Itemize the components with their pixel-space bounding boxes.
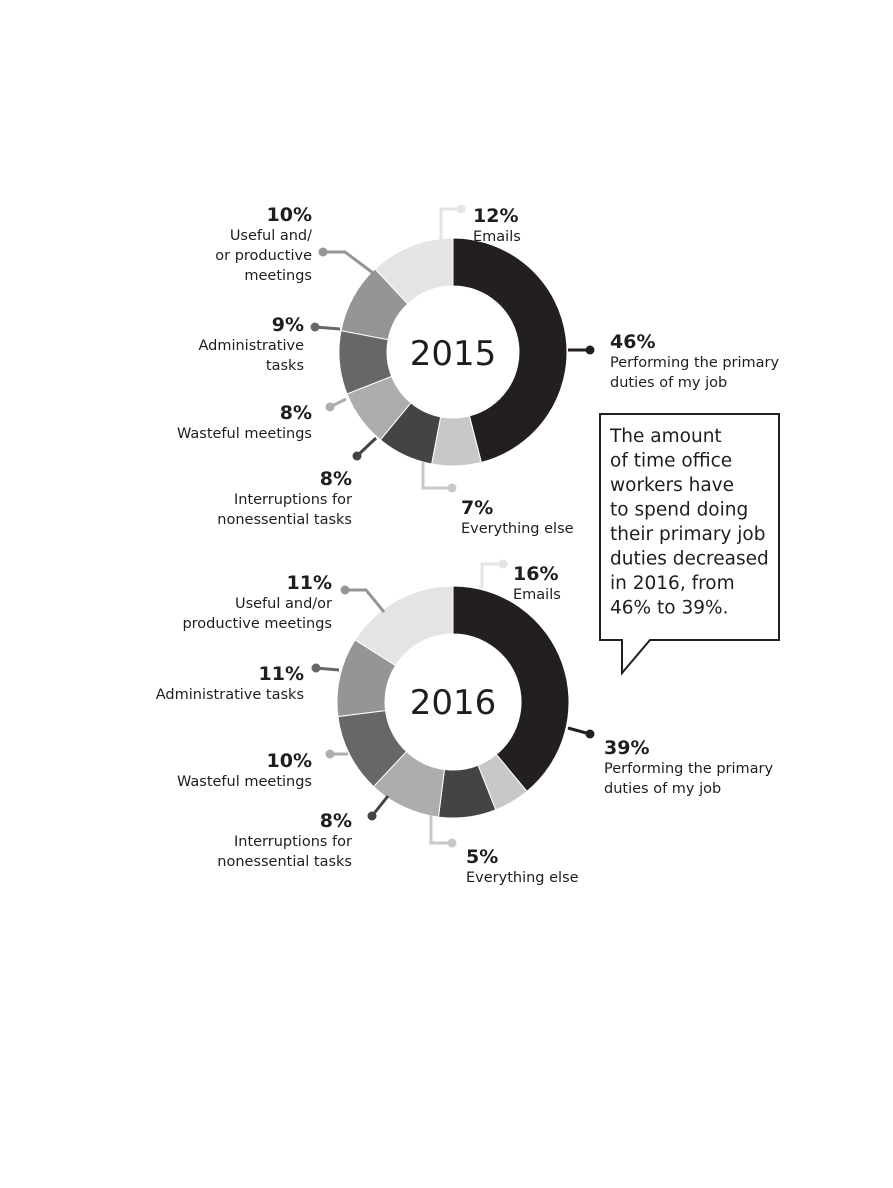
category-label: nonessential tasks — [217, 854, 352, 870]
slice-label-2015-2: 8% Interruptions for nonessential tasks — [217, 436, 378, 528]
donut-chart-2016: 2016 — [336, 585, 570, 819]
category-label: Administrative — [198, 338, 304, 354]
category-label: or productive — [215, 248, 312, 264]
slice-label-2016-2: 8% Interruptions for nonessential tasks — [217, 795, 390, 870]
slice-label-2016-0: 39% Performing the primary duties of my jo… — [567, 726, 774, 797]
slice-label-2016-1: 5% Everything else — [429, 815, 579, 886]
category-label: Useful and/or — [235, 596, 332, 612]
leader-line — [439, 207, 461, 240]
value-label: 8% — [280, 402, 312, 424]
slice-label-2016-4: 11% Administrative tasks — [156, 663, 340, 703]
leader-dot — [325, 402, 335, 412]
category-label: Performing the primary — [610, 355, 780, 371]
slice-2015-6 — [374, 237, 454, 305]
leader-dot — [318, 247, 328, 257]
leader-dot — [311, 663, 321, 673]
callout-box: The amount of time office workers have to s… — [599, 413, 780, 676]
value-label: 12% — [473, 205, 518, 227]
slice-label-2015-5: 10% Useful and/or productive meetings — [215, 204, 374, 284]
leader-dot — [498, 559, 508, 569]
slice-label-2016-6: 16% Emails — [480, 559, 561, 603]
category-label: Interruptions for — [234, 834, 352, 850]
slice-label-2015-3: 8% Wasteful meetings — [177, 397, 347, 442]
value-label: 7% — [461, 497, 493, 519]
value-label: 39% — [604, 737, 649, 759]
category-label: meetings — [244, 268, 312, 284]
value-label: 46% — [610, 331, 655, 353]
leader-dot — [340, 585, 350, 595]
leader-line — [421, 462, 452, 490]
slice-label-2015-1: 7% Everything else — [421, 462, 574, 537]
slice-labels: 46% Performing the primary duties of my jo… — [156, 204, 780, 886]
value-label: 10% — [267, 204, 312, 226]
leader-dot — [310, 322, 320, 332]
value-label: 8% — [320, 468, 352, 490]
value-label: 16% — [513, 563, 558, 585]
category-label: productive meetings — [182, 616, 332, 632]
leader-line — [345, 588, 386, 613]
leader-dot — [447, 483, 457, 493]
slice-2016-0 — [452, 585, 570, 793]
callout-line: The amount — [609, 426, 722, 447]
category-label: tasks — [266, 358, 304, 374]
category-label: Everything else — [466, 870, 579, 886]
leader-dot — [367, 811, 377, 821]
category-label: Interruptions for — [234, 492, 352, 508]
chart-title-2016: 2016 — [410, 683, 497, 723]
value-label: 11% — [259, 663, 304, 685]
category-label: Emails — [513, 587, 561, 603]
leader-dot — [456, 204, 466, 214]
category-label: duties of my job — [610, 375, 727, 391]
callout-line: to spend doing — [610, 500, 748, 521]
callout-line: of time office — [610, 451, 732, 472]
callout-bubble — [599, 413, 780, 676]
leader-line — [323, 250, 374, 275]
value-label: 11% — [287, 572, 332, 594]
value-label: 9% — [272, 314, 304, 336]
callout-text: The amount of time office workers have to s… — [609, 426, 769, 619]
leader-line — [429, 815, 452, 845]
category-label: Everything else — [461, 521, 574, 537]
slice-2015-0 — [452, 237, 568, 464]
category-label: Wasteful meetings — [177, 774, 312, 790]
category-label: Emails — [473, 229, 521, 245]
category-label: Useful and/ — [230, 228, 312, 244]
donut-chart-2015: 2015 — [338, 237, 568, 467]
category-label: duties of my job — [604, 781, 721, 797]
leader-dot — [352, 451, 362, 461]
callout-line: 46% to 39%. — [610, 598, 728, 619]
callout-line: in 2016, from — [610, 573, 735, 594]
slice-label-2015-4: 9% Administrative tasks — [198, 314, 341, 374]
value-label: 10% — [267, 750, 312, 772]
callout-line: their primary job — [610, 524, 765, 545]
leader-dot — [325, 749, 335, 759]
value-label: 8% — [320, 810, 352, 832]
leader-line — [480, 562, 503, 588]
category-label: nonessential tasks — [217, 512, 352, 528]
value-label: 5% — [466, 846, 498, 868]
slice-2016-6 — [354, 585, 454, 667]
category-label: Performing the primary — [604, 761, 774, 777]
leader-dot — [585, 729, 595, 739]
slice-label-2016-3: 10% Wasteful meetings — [177, 749, 348, 790]
leader-dot — [447, 838, 457, 848]
category-label: Administrative tasks — [156, 687, 304, 703]
category-label: Wasteful meetings — [177, 426, 312, 442]
leader-dot — [585, 345, 595, 355]
chart-title-2015: 2015 — [410, 334, 497, 374]
slice-label-2015-0: 46% Performing the primary duties of my jo… — [568, 331, 780, 391]
callout-line: duties decreased — [610, 549, 769, 570]
callout-line: workers have — [610, 475, 734, 496]
slice-label-2015-6: 12% Emails — [439, 204, 521, 245]
slice-label-2016-5: 11% Useful and/or productive meetings — [182, 572, 386, 632]
